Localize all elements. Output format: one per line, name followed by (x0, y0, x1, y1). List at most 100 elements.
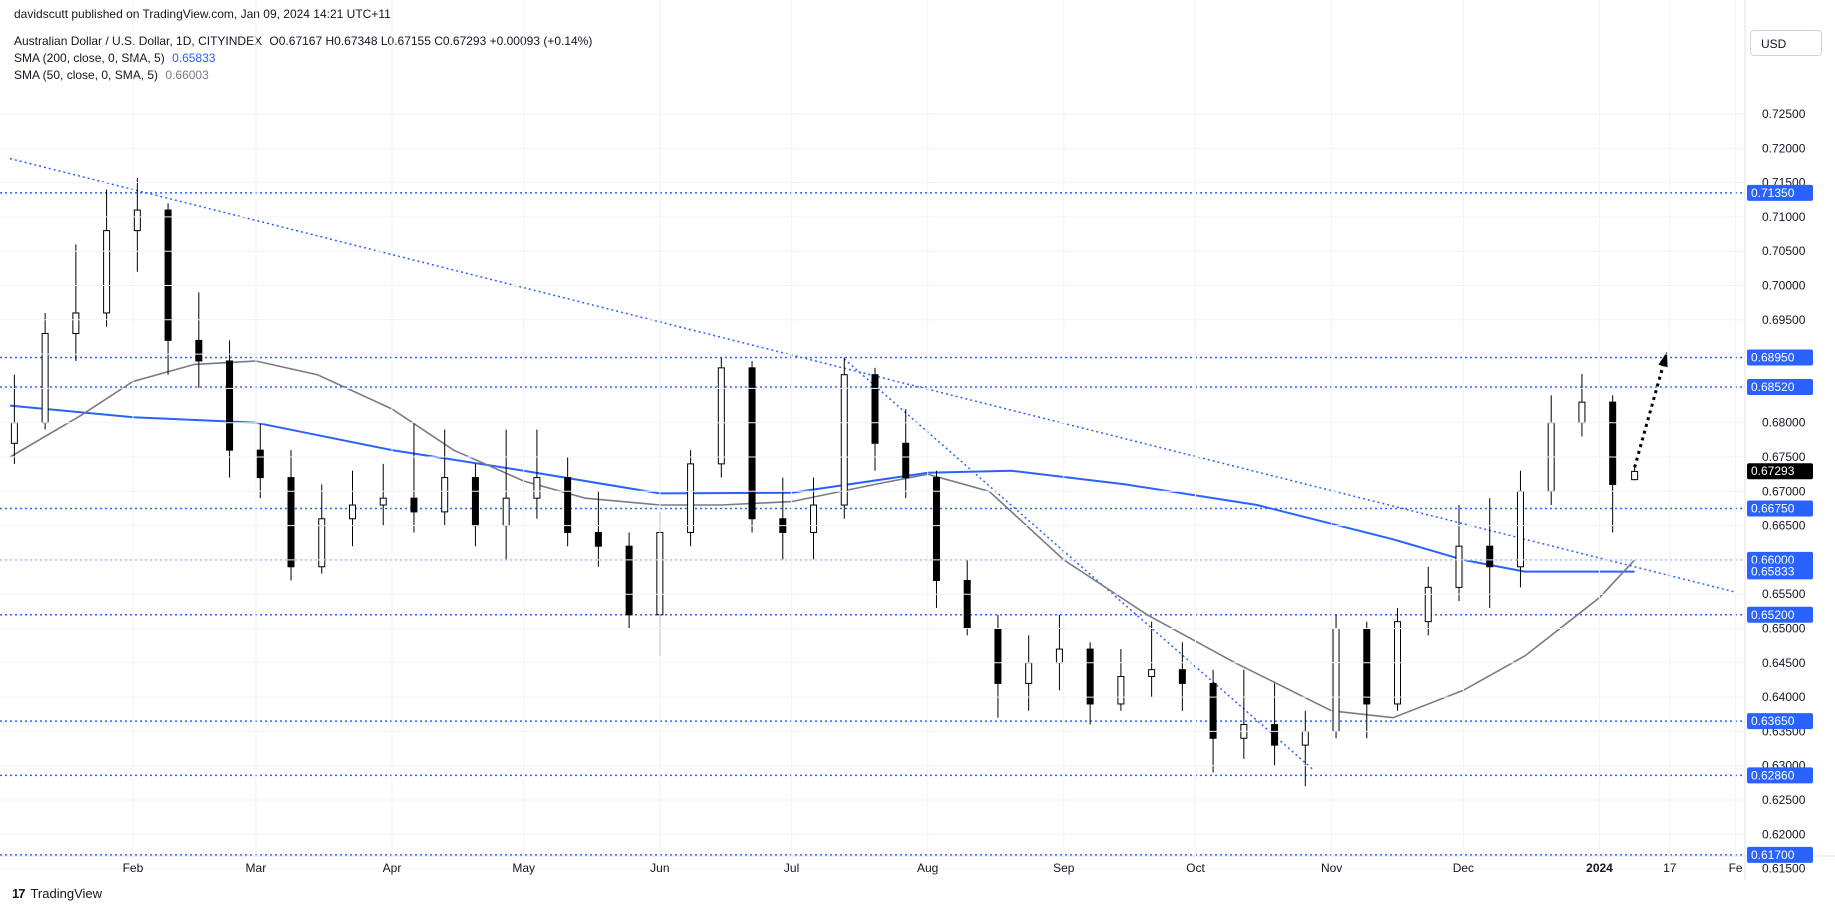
moving-averages (9, 360, 1636, 719)
candle-body (471, 477, 479, 527)
candle-body (625, 545, 633, 616)
candle-body (1516, 490, 1524, 568)
candle-body (1631, 470, 1639, 481)
x-tick-label: Oct (1186, 861, 1205, 875)
y-tick-label: 0.72500 (1762, 107, 1806, 121)
sma50-legend[interactable]: SMA (50, close, 0, SMA, 5) 0.66003 (14, 68, 209, 82)
level-label: 0.61700 (1751, 848, 1795, 862)
y-tick-label: 0.65500 (1762, 587, 1806, 601)
tradingview-logo-icon: 17 (12, 886, 26, 901)
sma200-legend[interactable]: SMA (200, close, 0, SMA, 5) 0.65833 (14, 51, 215, 65)
x-tick-label: Jul (784, 861, 799, 875)
candle-body (72, 312, 80, 335)
sma200-price-label: 0.65833 (1751, 564, 1795, 578)
y-tick-label: 0.62500 (1762, 793, 1806, 807)
candle-body (932, 477, 940, 581)
candle-body (963, 579, 971, 630)
candle-body (810, 504, 818, 533)
candle-body (1486, 545, 1494, 568)
price-scale[interactable]: 0.725000.720000.715000.710000.705000.700… (0, 107, 1806, 876)
level-label-box (1747, 713, 1813, 730)
candle-body (1025, 662, 1033, 684)
x-tick-label: Dec (1453, 861, 1474, 875)
x-tick-label: Sep (1053, 861, 1075, 875)
candle-body (840, 374, 848, 506)
y-tick-label: 0.64000 (1762, 690, 1806, 704)
candle-body (1301, 730, 1309, 746)
candle-body (164, 209, 172, 341)
candle-body (1117, 676, 1125, 705)
x-tick-label: Apr (383, 861, 402, 875)
y-tick-label: 0.70500 (1762, 244, 1806, 258)
y-tick-label: 0.65000 (1762, 622, 1806, 636)
x-tick-label: Fe (1729, 861, 1743, 875)
candle-body (1209, 682, 1217, 739)
candle-body (902, 442, 910, 479)
candle-body (103, 230, 111, 314)
candle-body (1455, 545, 1463, 588)
candle-body (994, 628, 1002, 684)
candle-body (410, 497, 418, 513)
projection-arrow-head (1658, 351, 1668, 368)
candle-body (226, 360, 234, 451)
x-tick-label: Nov (1321, 861, 1342, 875)
x-tick-label: Mar (246, 861, 267, 875)
time-scale[interactable]: Feb Mar Apr May Jun Jul Aug Sep Oct Nov Dec 2024 17 F… (123, 0, 1743, 875)
candle-body (1271, 724, 1279, 746)
candle-body (502, 497, 510, 527)
y-tick-label: 0.61500 (1762, 862, 1806, 876)
level-label-box (1747, 500, 1813, 517)
sma200-price-box (1747, 563, 1813, 580)
projection-arrow-shaft (1633, 357, 1667, 468)
sma50-value: 0.66003 (165, 68, 209, 82)
x-tick-label: May (512, 861, 535, 875)
x-tick-label: 17 (1663, 861, 1677, 875)
level-label-box (1747, 379, 1813, 396)
projection-arrow (1633, 351, 1668, 468)
candle-body (1055, 648, 1063, 664)
level-label: 0.71350 (1751, 186, 1795, 200)
sma50-label: SMA (50, close, 0, SMA, 5) (14, 68, 159, 82)
candle-body (379, 497, 387, 506)
y-tick-label: 0.71000 (1762, 210, 1806, 224)
y-tick-label: 0.66500 (1762, 519, 1806, 533)
last-price-box (1747, 463, 1813, 480)
candle-body (1609, 401, 1617, 485)
y-tick-label: 0.69500 (1762, 313, 1806, 327)
level-label: 0.68520 (1751, 380, 1795, 394)
candle-body (1086, 648, 1094, 705)
x-tick-label: Aug (917, 861, 938, 875)
trendline (9, 157, 1736, 593)
ohlc-values: O0.67167 H0.67348 L0.67155 C0.67293 +0.0… (269, 34, 593, 48)
tradingview-logo-text: TradingView (30, 886, 103, 901)
candle-body (1148, 669, 1156, 678)
candle-body (748, 367, 756, 520)
candle-body (10, 422, 18, 444)
candle-body (348, 504, 356, 520)
candle-body (287, 477, 295, 568)
candle-body (133, 209, 141, 232)
symbol-legend: Australian Dollar / U.S. Dollar, 1D, CIT… (14, 34, 592, 48)
currency-button[interactable]: USD (1750, 30, 1822, 56)
candle-body (256, 449, 264, 479)
tradingview-logo[interactable]: 17 TradingView (12, 886, 102, 901)
candle-body (318, 518, 326, 568)
level-label: 0.66750 (1751, 501, 1795, 515)
y-tick-label: 0.67500 (1762, 450, 1806, 464)
publisher-caption: davidscutt published on TradingView.com,… (14, 7, 391, 21)
y-tick-label: 0.62000 (1762, 827, 1806, 841)
candle-body (441, 477, 449, 513)
trendline (843, 358, 1315, 772)
candle-body (871, 374, 879, 444)
x-tick-label: Feb (123, 861, 144, 875)
sma200-label: SMA (200, close, 0, SMA, 5) (14, 51, 165, 65)
candle-body (195, 339, 203, 362)
candle-body (1363, 628, 1371, 705)
candle-body (594, 531, 602, 547)
x-tick-label: Jun (650, 861, 669, 875)
trendlines (9, 157, 1736, 772)
candle-body (1424, 586, 1432, 623)
candle-body (1178, 669, 1186, 684)
y-tick-label: 0.64500 (1762, 656, 1806, 670)
